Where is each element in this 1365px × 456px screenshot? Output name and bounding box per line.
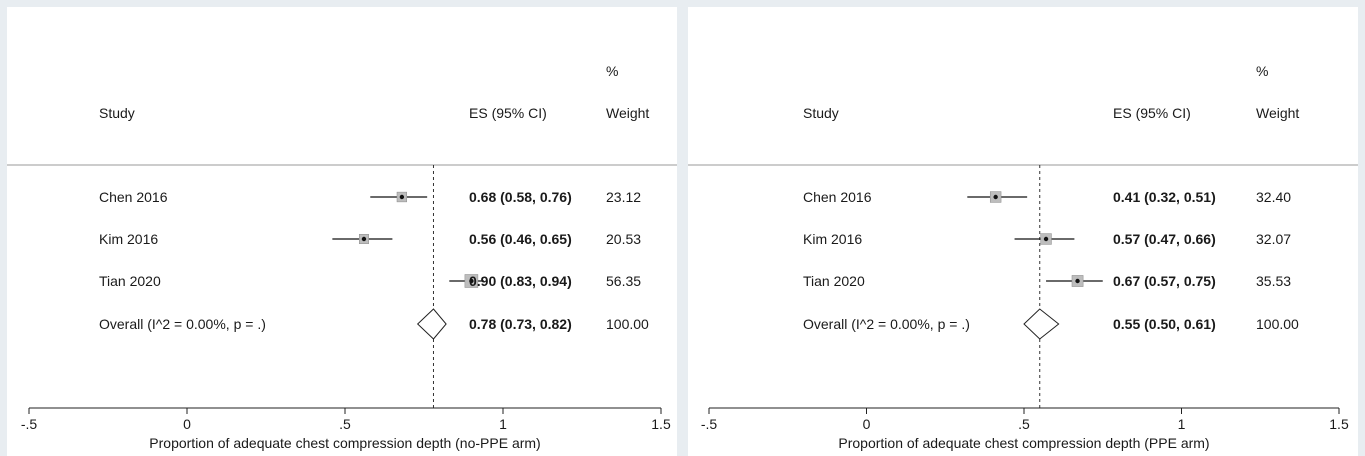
point-estimate	[399, 194, 405, 200]
header-study: Study	[803, 105, 839, 121]
x-tick-label: 1.5	[1329, 416, 1349, 432]
study-name: Kim 2016	[803, 231, 862, 247]
x-tick-label: .5	[339, 416, 351, 432]
forest-plot-no-ppe: % Study ES (95% CI) Weight Chen 2016 0.68 (0.…	[7, 7, 677, 456]
header-percent: %	[1256, 63, 1268, 79]
header-percent: %	[606, 63, 618, 79]
header-study: Study	[99, 105, 135, 121]
point-estimate	[993, 194, 998, 200]
weight-value: 32.07	[1256, 231, 1291, 247]
forest-plot-ppe: % Study ES (95% CI) Weight Chen 2016 0.41 (0.…	[688, 7, 1358, 456]
es-value: 0.56 (0.46, 0.65)	[469, 231, 572, 247]
x-tick-label: 1	[499, 416, 507, 432]
overall-es-value: 0.78 (0.73, 0.82)	[469, 316, 572, 332]
overall-diamond	[1023, 308, 1060, 340]
es-value: 0.67 (0.57, 0.75)	[1113, 273, 1216, 289]
overall-weight-value: 100.00	[606, 316, 649, 332]
overall-diamond	[416, 308, 447, 340]
header-es: ES (95% CI)	[1113, 105, 1191, 121]
overall-weight-value: 100.00	[1256, 316, 1299, 332]
header-weight: Weight	[1256, 105, 1299, 121]
point-estimate	[469, 278, 474, 284]
x-axis-label: Proportion of adequate chest compression…	[838, 435, 1209, 451]
study-name: Chen 2016	[99, 189, 168, 205]
header-es: ES (95% CI)	[469, 105, 547, 121]
forest-plot-svg-no-ppe: % Study ES (95% CI) Weight Chen 2016 0.68 (0.…	[7, 63, 677, 451]
point-estimate	[361, 236, 367, 242]
es-value: 0.41 (0.32, 0.51)	[1113, 189, 1216, 205]
forest-plot-svg-ppe: % Study ES (95% CI) Weight Chen 2016 0.41 (0.…	[688, 63, 1358, 451]
weight-value: 56.35	[606, 273, 641, 289]
weight-value: 23.12	[606, 189, 641, 205]
x-tick-label: -.5	[21, 416, 38, 432]
es-value: 0.68 (0.58, 0.76)	[469, 189, 572, 205]
header-weight: Weight	[606, 105, 649, 121]
point-estimate	[1075, 278, 1080, 284]
es-value: 0.57 (0.47, 0.66)	[1113, 231, 1216, 247]
weight-value: 32.40	[1256, 189, 1291, 205]
weight-value: 35.53	[1256, 273, 1291, 289]
study-name: Tian 2020	[803, 273, 865, 289]
x-tick-label: 1	[1178, 416, 1186, 432]
weight-value: 20.53	[606, 231, 641, 247]
x-tick-label: .5	[1018, 416, 1030, 432]
x-tick-label: 0	[863, 416, 871, 432]
x-tick-label: -.5	[701, 416, 718, 432]
x-tick-label: 1.5	[651, 416, 671, 432]
overall-label: Overall (I^2 = 0.00%, p = .)	[99, 316, 266, 332]
x-tick-label: 0	[183, 416, 191, 432]
x-axis-label: Proportion of adequate chest compression…	[149, 435, 540, 451]
study-name: Chen 2016	[803, 189, 872, 205]
study-name: Kim 2016	[99, 231, 158, 247]
overall-es-value: 0.55 (0.50, 0.61)	[1113, 316, 1216, 332]
point-estimate	[1043, 236, 1049, 242]
overall-label: Overall (I^2 = 0.00%, p = .)	[803, 316, 970, 332]
es-value: 0.90 (0.83, 0.94)	[469, 273, 572, 289]
study-name: Tian 2020	[99, 273, 161, 289]
